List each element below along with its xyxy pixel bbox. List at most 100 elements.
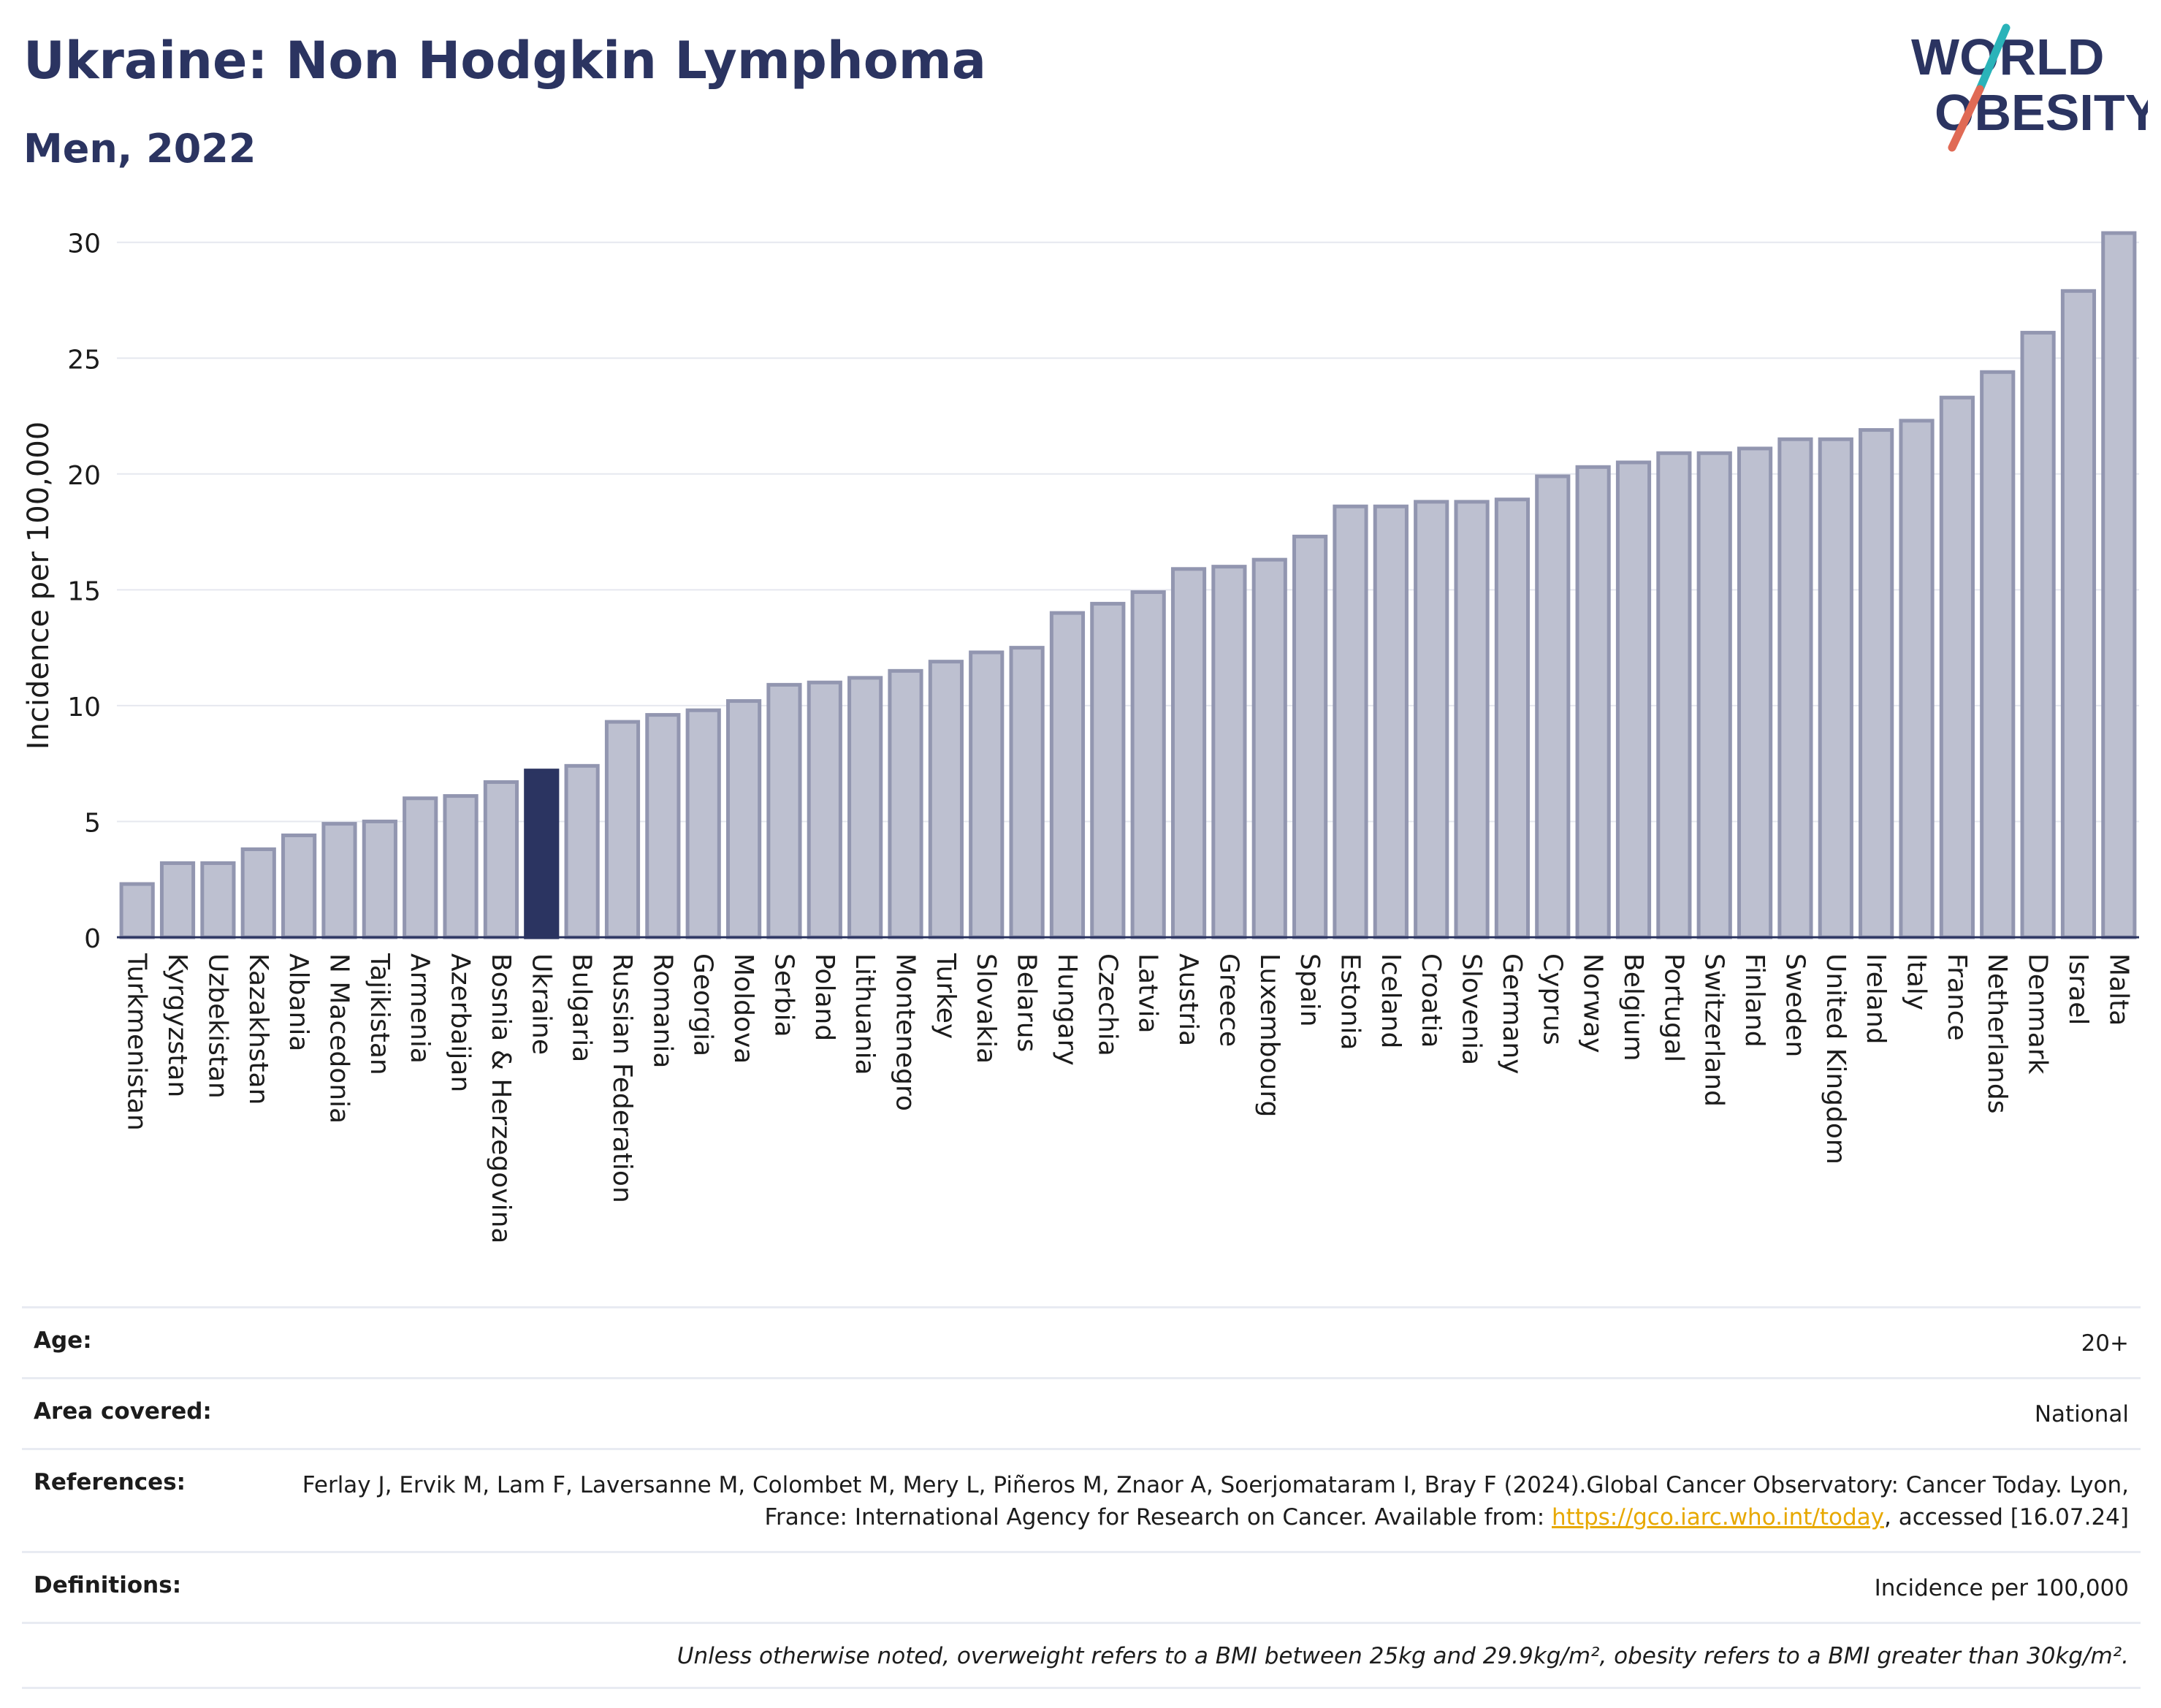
bar-iceland [1373, 504, 1409, 939]
x-tick-label: Albania [283, 953, 313, 1051]
bar-bosnia-herzegovina [483, 780, 519, 939]
y-tick-label: 15 [67, 576, 101, 606]
x-tick-label: Finland [1739, 953, 1769, 1048]
info-row-references: References: Ferlay J, Ervik M, Lam F, La… [22, 1448, 2141, 1551]
bar-malta [2101, 231, 2137, 939]
bar-croatia [1414, 500, 1449, 939]
chart-title: Ukraine: Non Hodgkin Lymphoma [23, 31, 986, 91]
x-tick-label: Turkey [931, 953, 961, 1039]
x-tick-label: Montenegro [891, 953, 921, 1111]
references-text-1: Ferlay J, Ervik M, Lam F, Laversanne M, … [302, 1472, 2129, 1530]
references-link[interactable]: https://gco.iarc.who.int/today [1552, 1504, 1884, 1530]
world-obesity-logo: WORLD OBESITY [1911, 23, 2148, 152]
logo-line-1: WORLD [1911, 28, 2104, 85]
y-tick-labels: 0 5 10 15 20 25 30 [67, 229, 101, 954]
x-tick-label: Norway [1578, 953, 1608, 1053]
bar-serbia [766, 682, 802, 939]
y-tick-label: 20 [67, 461, 101, 491]
bar-kyrgyzstan [159, 861, 196, 939]
x-tick-label: Luxembourg [1254, 953, 1284, 1117]
x-tick-label: Slovakia [971, 953, 1001, 1064]
bar-belarus [1009, 646, 1045, 939]
bar-albania [281, 833, 317, 939]
bar-italy [1899, 419, 1935, 939]
info-row-area: Area covered: National [22, 1377, 2141, 1448]
x-tick-label: Croatia [1416, 953, 1446, 1048]
x-tick-label: Denmark [2023, 953, 2053, 1075]
y-tick-label: 25 [67, 345, 101, 375]
x-tick-label: Romania [647, 953, 677, 1068]
x-tick-label: France [1942, 953, 1972, 1041]
bar-tajikistan [362, 819, 397, 939]
area-label: Area covered: [34, 1398, 212, 1425]
info-table: Age: 20+ Area covered: National Referenc… [22, 1306, 2141, 1689]
logo-slash-bottom [1948, 85, 1984, 152]
bars [119, 231, 2137, 939]
x-tick-label: Belgium [1618, 953, 1648, 1061]
x-tick-label: Ukraine [526, 953, 556, 1055]
bar-kazakhstan [240, 847, 276, 939]
bar-uzbekistan [200, 861, 236, 939]
bar-france [1939, 395, 1975, 939]
bar-armenia [403, 796, 438, 939]
x-tick-label: Israel [2063, 953, 2093, 1025]
bar-austria [1170, 567, 1207, 939]
bar-russian-federation [604, 720, 641, 939]
bar-n-macedonia [321, 822, 357, 939]
bar-turkey [928, 660, 964, 939]
x-tick-label: Netherlands [1982, 953, 2012, 1113]
x-tick-label: Slovenia [1457, 953, 1487, 1065]
x-tick-label: Switzerland [1699, 953, 1729, 1107]
logo-slash-top [1975, 23, 2011, 94]
x-tick-label: Ireland [1861, 953, 1891, 1045]
x-tick-label: Bosnia & Herzegovina [486, 953, 516, 1243]
bar-estonia [1333, 504, 1368, 939]
bar-turkmenistan [119, 882, 155, 939]
bar-finland [1737, 446, 1773, 939]
x-tick-label: Czechia [1092, 953, 1122, 1056]
x-tick-label: Bulgaria [567, 953, 597, 1062]
bar-denmark [2020, 330, 2056, 939]
bar-hungary [1049, 611, 1086, 939]
x-tick-label: Armenia [405, 953, 435, 1064]
references-value: Ferlay J, Ervik M, Lam F, Laversanne M, … [244, 1469, 2129, 1533]
x-tick-label: Belarus [1012, 953, 1042, 1052]
bar-portugal [1656, 451, 1692, 939]
bar-poland [807, 680, 842, 939]
x-tick-label: Iceland [1376, 953, 1406, 1048]
x-tick-label: Tajikistan [365, 953, 395, 1075]
x-tick-label: Serbia [769, 953, 799, 1037]
references-label: References: [34, 1469, 186, 1495]
bar-luxembourg [1251, 557, 1287, 939]
bar-slovakia [969, 650, 1005, 939]
bar-ireland [1859, 428, 1894, 939]
x-tick-label: Azerbaijan [446, 953, 476, 1092]
references-text-2: , accessed [16.07.24] [1883, 1504, 2129, 1530]
x-tick-label: Moldova [728, 953, 758, 1064]
x-tick-label: Germany [1497, 953, 1527, 1074]
x-tick-label: Uzbekistan [202, 953, 232, 1099]
bar-montenegro [888, 668, 923, 939]
bar-chart: 0 5 10 15 20 25 30 Turkmenistan Kyrgyzstan Uzbek… [22, 229, 2139, 1243]
bar-lithuania [847, 676, 883, 939]
x-tick-label: Cyprus [1537, 953, 1567, 1045]
bar-spain [1292, 534, 1328, 939]
bar-georgia [685, 708, 721, 939]
bar-romania [645, 713, 681, 939]
info-row-definitions: Definitions: Incidence per 100,000 [22, 1551, 2141, 1622]
bar-israel [2060, 289, 2097, 939]
x-tick-label: Italy [1902, 953, 1932, 1010]
x-tick-labels: Turkmenistan Kyrgyzstan Uzbekistan Kazakhst… [122, 953, 2134, 1243]
definitions-label: Definitions: [34, 1572, 182, 1598]
bar-germany [1494, 497, 1531, 939]
bar-moldova [725, 699, 762, 939]
info-row-note: Unless otherwise noted, overweight refer… [22, 1622, 2141, 1689]
bar-sweden [1777, 437, 1813, 939]
x-tick-label: Russian Federation [607, 953, 637, 1203]
bar-bulgaria [564, 763, 600, 939]
x-tick-label: Turkmenistan [122, 953, 152, 1131]
bar-cyprus [1535, 474, 1571, 939]
bar-latvia [1130, 590, 1166, 939]
bar-united-kingdom [1818, 437, 1853, 939]
x-tick-label: Estonia [1335, 953, 1365, 1051]
